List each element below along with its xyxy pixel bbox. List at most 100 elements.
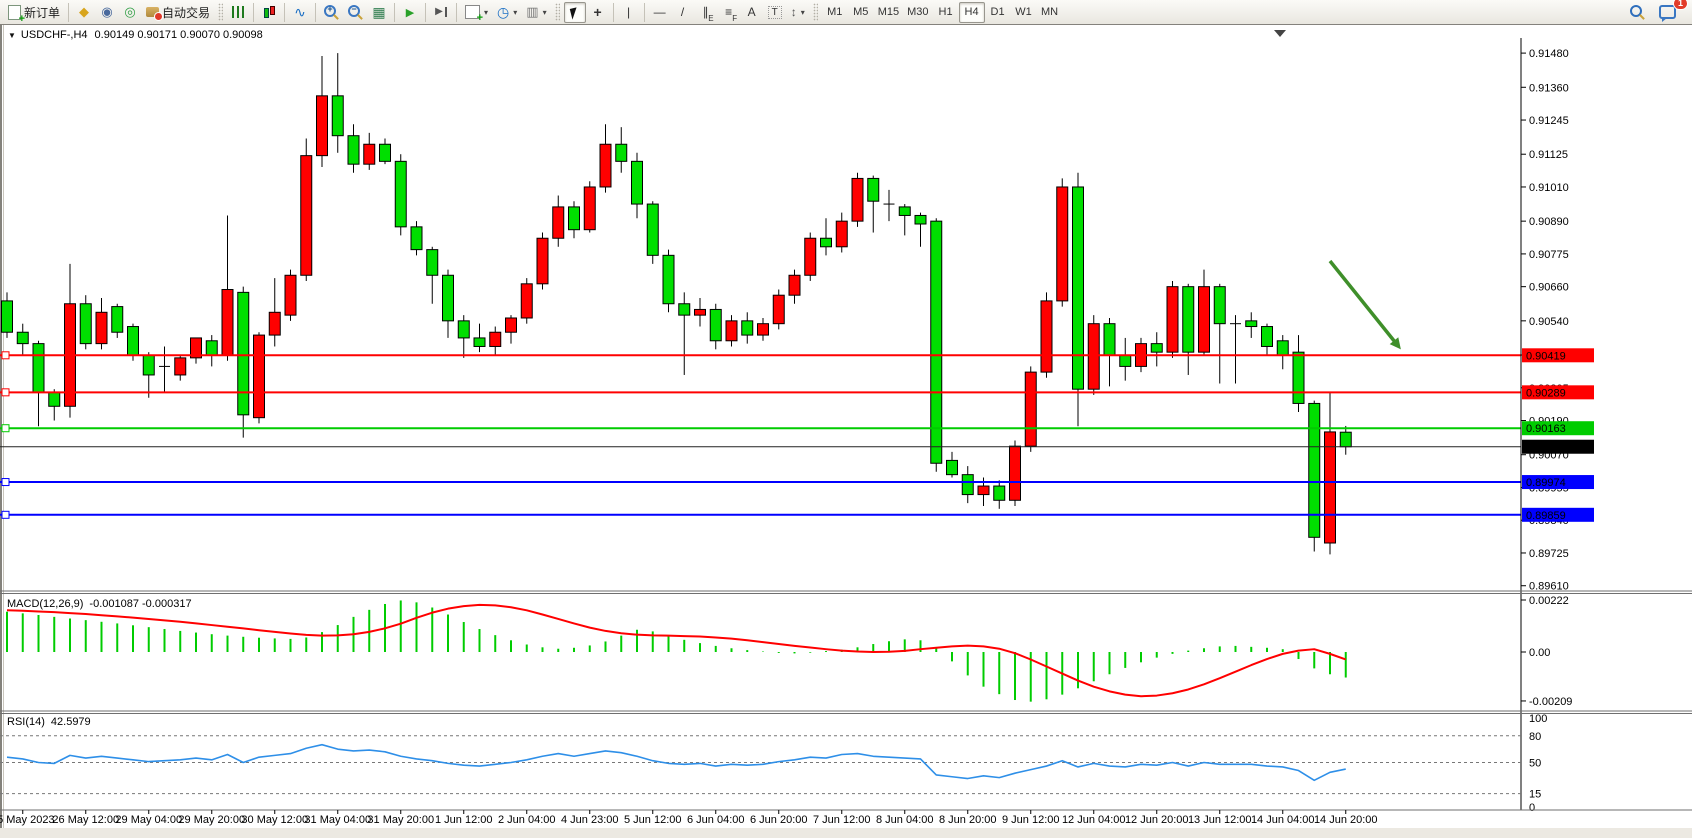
auto-trading-button[interactable]: 自动交易 (142, 2, 214, 23)
timeframe-H4[interactable]: H4 (958, 1, 985, 23)
svg-text:0.90098: 0.90098 (1526, 442, 1566, 454)
macd-signal-line (6, 603, 1347, 698)
svg-text:0: 0 (1529, 802, 1535, 814)
chart-canvas[interactable]: ▼ USDCHF-,H4 0.90149 0.90171 0.90070 0.900… (0, 25, 1692, 838)
channel-icon: ∥ E (702, 5, 714, 23)
svg-text:6 Jun 04:00: 6 Jun 04:00 (687, 814, 745, 826)
toolbar-separator (612, 2, 614, 22)
timeframe-M5[interactable]: M5 (848, 2, 874, 23)
svg-text:100: 100 (1529, 713, 1547, 725)
horizontal-level-line[interactable] (0, 510, 1521, 519)
timeframe-MN[interactable]: MN (1037, 2, 1063, 23)
line-chart-button[interactable]: ∿ (289, 2, 311, 23)
timeframe-H1[interactable]: H1 (933, 2, 959, 23)
rsi-pane: 100 80 50 150 (0, 713, 1547, 814)
chat-icon (1659, 5, 1676, 22)
svg-text:-0.00209: -0.00209 (1529, 696, 1572, 708)
channel-tool-button[interactable]: ∥ E (695, 2, 717, 23)
svg-text:0.91010: 0.91010 (1529, 182, 1569, 194)
profiles-button[interactable]: ◉ (96, 2, 118, 23)
signals-button[interactable]: ◎ (119, 2, 141, 23)
market-watch-icon: ◆ (79, 4, 90, 19)
toolbar-grip[interactable] (554, 3, 560, 21)
svg-text:8 Jun 04:00: 8 Jun 04:00 (876, 814, 934, 826)
svg-text:0.89725: 0.89725 (1529, 548, 1569, 560)
new-order-label: 新订单 (24, 5, 61, 20)
svg-text:13 Jun 12:00: 13 Jun 12:00 (1188, 814, 1252, 826)
chart-symbol-header[interactable]: ▼ USDCHF-,H4 0.90149 0.90171 0.90070 0.900… (8, 29, 270, 41)
svg-text:0.91360: 0.91360 (1529, 82, 1569, 94)
chevron-down-icon: ▾ (542, 7, 547, 17)
zoom-out-button[interactable]: − (344, 2, 367, 23)
bars-icon (231, 6, 245, 18)
label-tool-button[interactable]: T (764, 2, 786, 23)
chevron-down-icon: ▾ (513, 7, 518, 17)
text-icon: A (747, 5, 756, 19)
price-tag: 0.89974 (1522, 475, 1594, 490)
svg-text:26 May 12:00: 26 May 12:00 (52, 814, 119, 826)
indicators-icon (465, 5, 483, 24)
svg-text:12 Jun 20:00: 12 Jun 20:00 (1125, 814, 1189, 826)
horizontal-level-line[interactable] (0, 424, 1521, 433)
auto-scroll-button[interactable]: ▶ (399, 2, 421, 23)
svg-text:2 Jun 04:00: 2 Jun 04:00 (498, 814, 556, 826)
macd-indicator-label: MACD(12,26,9) -0.001087 -0.000317 (7, 598, 198, 610)
horizontal-level-line[interactable] (0, 388, 1521, 397)
candlestick-chart-button[interactable] (258, 2, 280, 23)
chart-shift-button[interactable]: ▶ (430, 2, 452, 23)
svg-text:9 Jun 12:00: 9 Jun 12:00 (1002, 814, 1060, 826)
svg-text:1 Jun 12:00: 1 Jun 12:00 (435, 814, 493, 826)
periods-button[interactable]: ◷ ▾ (493, 2, 521, 23)
timeframe-D1[interactable]: D1 (985, 2, 1011, 23)
horizontal-line-tool-button[interactable]: — (649, 2, 671, 23)
svg-text:12 Jun 04:00: 12 Jun 04:00 (1062, 814, 1126, 826)
horizontal-level-line[interactable] (0, 351, 1521, 360)
timeframe-M1[interactable]: M1 (822, 2, 848, 23)
svg-text:0.89974: 0.89974 (1526, 477, 1566, 489)
crosshair-tool-button[interactable]: + (587, 2, 609, 23)
svg-text:0.90660: 0.90660 (1529, 282, 1569, 294)
svg-text:0.90890: 0.90890 (1529, 216, 1569, 228)
new-order-button[interactable]: + 新订单 (4, 2, 64, 25)
svg-text:6 Jun 20:00: 6 Jun 20:00 (750, 814, 808, 826)
text-tool-button[interactable]: A (741, 2, 763, 23)
chart-shift-marker[interactable] (1274, 30, 1286, 37)
macd-values: -0.001087 -0.000317 (89, 598, 192, 610)
arrows-tool-button[interactable]: ↕ ▾ (787, 2, 809, 23)
templates-button[interactable]: ▥ ▾ (522, 2, 550, 23)
trendline-tool-button[interactable]: / (672, 2, 694, 23)
toolbar-separator (456, 2, 458, 22)
price-tag: 0.90163 (1522, 421, 1594, 436)
arrow-annotation[interactable] (1328, 259, 1401, 350)
zoom-in-icon: + (324, 4, 337, 17)
bar-chart-button[interactable] (227, 2, 249, 23)
market-watch-button[interactable]: ◆ (73, 2, 95, 23)
svg-text:0.90163: 0.90163 (1526, 423, 1566, 435)
search-button[interactable] (1626, 2, 1649, 23)
svg-text:0.00: 0.00 (1529, 647, 1550, 659)
chart-shift-icon: ▶ (435, 7, 447, 17)
svg-text:29 May 04:00: 29 May 04:00 (115, 814, 182, 826)
cursor-tool-button[interactable] (563, 1, 586, 23)
timeframe-M30[interactable]: M30 (903, 2, 932, 23)
svg-text:31 May 04:00: 31 May 04:00 (304, 814, 371, 826)
macd-pane: 0.00222 0.00 -0.00209 (6, 595, 1572, 708)
toolbar-grip[interactable] (218, 3, 224, 21)
templates-icon: ▥ (526, 4, 539, 19)
timeframe-W1[interactable]: W1 (1011, 2, 1037, 23)
svg-text:0.90540: 0.90540 (1529, 316, 1569, 328)
indicators-button[interactable]: ▾ (461, 2, 492, 24)
toolbar-grip[interactable] (812, 3, 818, 21)
zoom-out-icon: − (348, 4, 361, 17)
timeframe-M15[interactable]: M15 (874, 2, 903, 23)
zoom-in-button[interactable]: + (320, 2, 343, 23)
tile-windows-button[interactable]: ▦ (368, 2, 390, 23)
fibonacci-tool-button[interactable]: ≡ F (718, 2, 740, 23)
horizontal-level-line[interactable] (0, 478, 1521, 487)
auto-trading-icon (146, 7, 164, 21)
signals-icon: ◎ (124, 4, 136, 19)
price-tag: 0.90419 (1522, 348, 1594, 363)
vertical-line-tool-button[interactable]: | (618, 2, 640, 23)
notifications-button[interactable]: 1 (1655, 0, 1688, 23)
